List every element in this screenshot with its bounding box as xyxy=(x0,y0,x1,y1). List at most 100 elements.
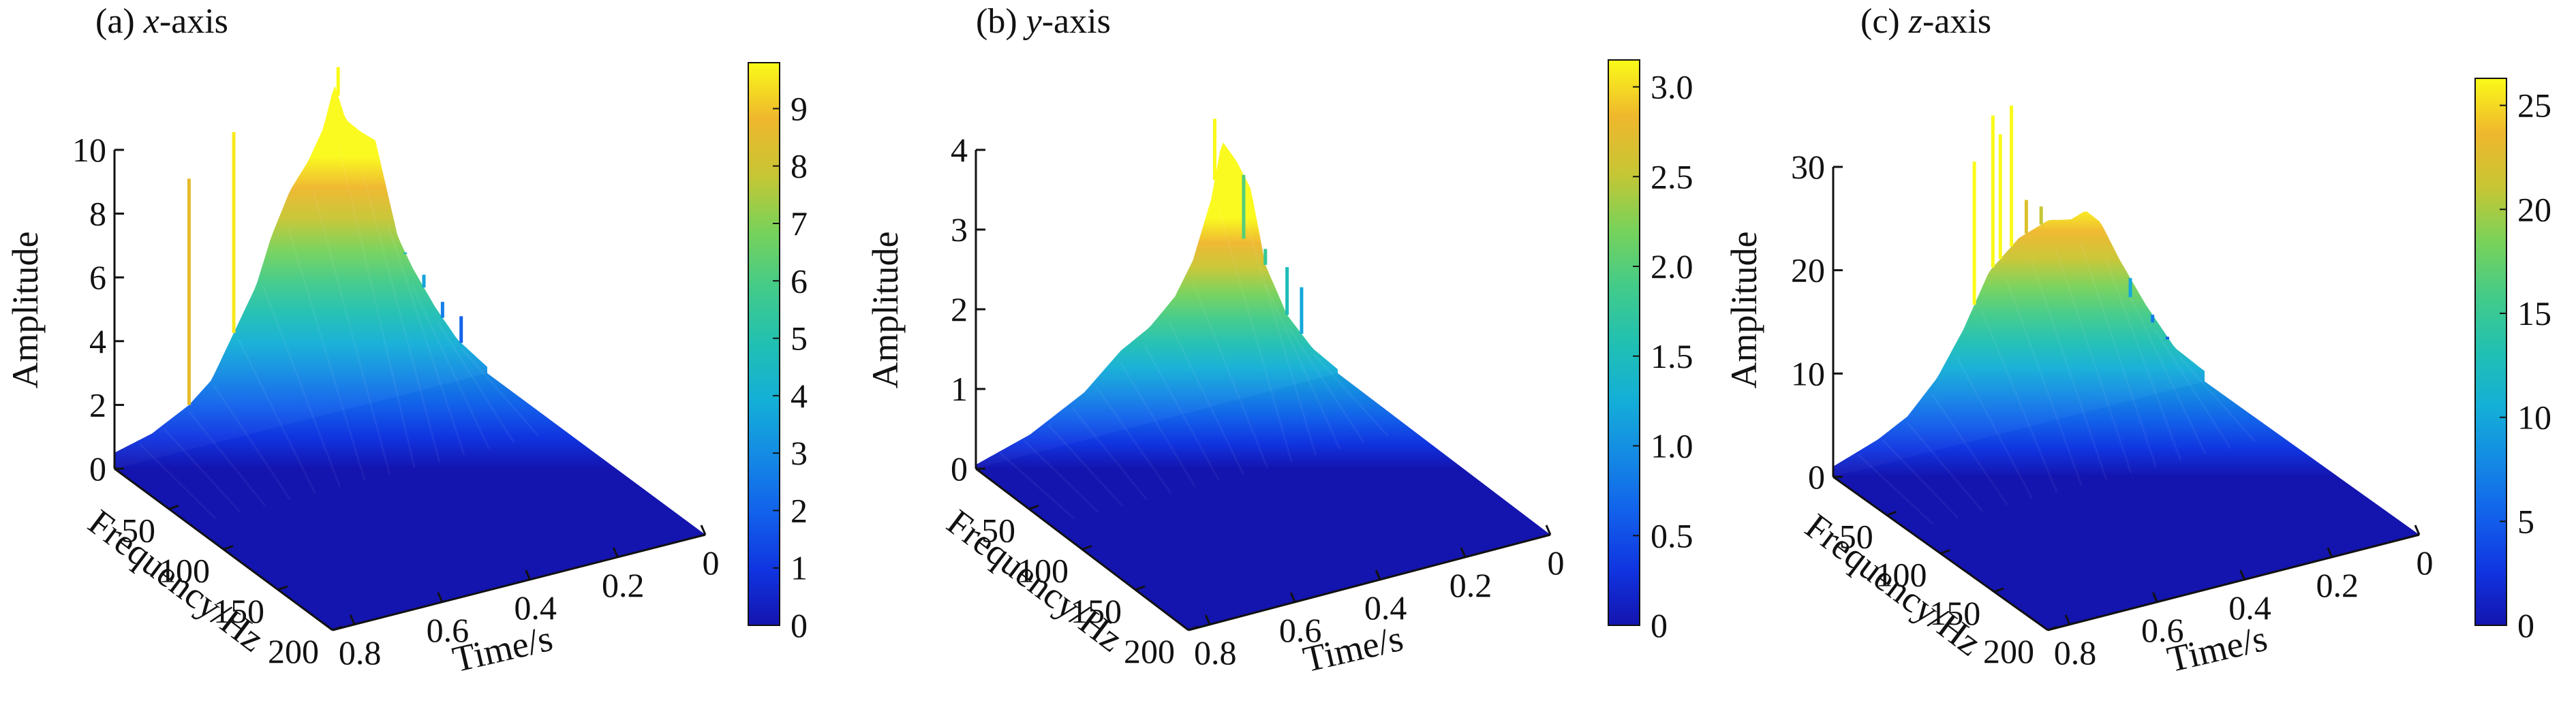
time-tick xyxy=(2151,592,2158,603)
time-tick xyxy=(1289,592,1296,603)
frequency-tick-label: 50 xyxy=(121,511,155,549)
frequency-tick xyxy=(1135,585,1146,591)
time-tick-label: 0.4 xyxy=(514,589,557,627)
time-tick xyxy=(1460,547,1467,558)
surface-body xyxy=(114,86,705,630)
frequency-tick xyxy=(1993,587,2004,593)
z-tick-label: 10 xyxy=(72,131,106,169)
time-tick xyxy=(2327,547,2333,558)
frequency-tick-label: 100 xyxy=(1876,556,1927,594)
panel-label: (a) xyxy=(95,2,144,41)
z-tick-label: 8 xyxy=(89,195,106,233)
colorbar-tick-label: 8 xyxy=(791,147,808,185)
z-tick-label: 4 xyxy=(951,131,968,169)
frequency-tick-label: 150 xyxy=(213,592,264,630)
time-tick xyxy=(1545,525,1552,535)
time-tick xyxy=(1375,569,1381,580)
surface-streak xyxy=(1931,394,2008,506)
panel-title: (b) y-axis xyxy=(976,1,1111,42)
panel-label: (b) xyxy=(976,2,1026,41)
z-tick-label: 0 xyxy=(1808,458,1825,496)
colorbar-tick-label: 0 xyxy=(791,606,808,644)
surface-streak xyxy=(2005,279,2083,486)
surface-streak xyxy=(1071,407,1148,501)
colorbar-tick-label: 5 xyxy=(2517,502,2534,540)
colorbar-tick-label: 6 xyxy=(791,262,808,300)
time-tick-label: 0.2 xyxy=(602,566,645,604)
surface-streak xyxy=(337,142,416,469)
surface-streak xyxy=(2030,259,2108,480)
colorbar xyxy=(1608,59,1640,626)
panel-axis-letter: x xyxy=(143,2,159,41)
frequency-tick-label: 100 xyxy=(1017,552,1069,590)
time-tick-label: 0.4 xyxy=(2228,589,2271,627)
surface-streak xyxy=(1857,453,1934,525)
colorbar-tick-label: 1.0 xyxy=(1651,427,1693,465)
panel-axis-suffix: -axis xyxy=(1922,2,1992,41)
surface-streak xyxy=(312,189,391,475)
surface-streak xyxy=(1980,310,2058,493)
surface-streak xyxy=(412,286,490,450)
frequency-tick-label: 200 xyxy=(1983,632,2034,670)
frequency-tick-label: 150 xyxy=(1071,592,1122,630)
frequency-tick xyxy=(1939,549,1951,554)
frequency-tick-label: 50 xyxy=(981,511,1015,549)
surface-streak xyxy=(1240,204,1317,456)
colorbar-tick-label: 25 xyxy=(2517,87,2551,125)
surface-streak xyxy=(2129,296,2207,455)
colorbar xyxy=(748,62,780,626)
time-tick-label: 0.8 xyxy=(1194,634,1237,672)
time-tick-label: 0.8 xyxy=(339,634,382,672)
surface-streak xyxy=(1167,320,1244,475)
frequency-tick xyxy=(1886,510,1897,516)
z-tick-label: 2 xyxy=(89,386,106,424)
time-tick-label: 0.2 xyxy=(2316,566,2359,604)
time-tick-label: 0 xyxy=(1548,544,1565,582)
time-tick-label: 0.2 xyxy=(1450,566,1492,604)
surface-streak xyxy=(2079,243,2158,467)
surface-streak xyxy=(1023,439,1100,514)
colorbar-tick-label: 20 xyxy=(2517,190,2551,228)
z-axis-label: Amplitude xyxy=(865,232,906,389)
panel-title: (c) z-axis xyxy=(1860,1,1991,42)
surface-streak xyxy=(461,348,540,437)
panel-title: (a) x-axis xyxy=(95,1,228,42)
time-tick xyxy=(437,592,444,603)
time-tick xyxy=(2414,525,2421,535)
frequency-tick-label: 150 xyxy=(1929,594,1980,632)
time-tick-label: 0 xyxy=(703,544,720,582)
frequency-tick-label: 50 xyxy=(1839,517,1873,555)
surface-streak xyxy=(1192,282,1269,469)
time-tick-label: 0 xyxy=(2417,544,2434,582)
colorbar xyxy=(2474,78,2507,626)
surface-streak xyxy=(2179,356,2256,443)
frequency-tick xyxy=(2047,625,2058,631)
time-axis-line xyxy=(332,533,706,631)
frequency-tick xyxy=(1028,504,1039,510)
time-tick xyxy=(525,569,531,580)
colorbar-tick-label: 2.5 xyxy=(1651,157,1693,196)
colorbar-tick-label: 3 xyxy=(791,434,808,472)
z-tick-label: 6 xyxy=(89,258,106,296)
colorbar-tick-label: 0 xyxy=(2517,606,2534,644)
surface-streak xyxy=(1264,283,1341,450)
surface-streak xyxy=(2104,257,2182,461)
surface-streak xyxy=(362,173,441,463)
surface-streak xyxy=(287,228,366,482)
panel-axis-suffix: -axis xyxy=(1041,2,1111,41)
z-tick-label: 30 xyxy=(1791,148,1825,186)
colorbar-tick-label: 9 xyxy=(791,89,808,127)
colorbar-tick-label: 15 xyxy=(2517,294,2551,332)
surface-streak xyxy=(163,428,242,514)
time-tick-label: 0.6 xyxy=(1279,611,1322,649)
surface-streak xyxy=(237,339,316,494)
panel-x-axis: (a) x-axis 0 2 4 6 8 10 Amplitude 50 100 150 200 Fr… xyxy=(0,0,859,703)
frequency-tick-label: 200 xyxy=(268,632,319,670)
panel-axis-letter: y xyxy=(1026,2,1042,41)
frequency-tick xyxy=(277,585,288,591)
surface-streak xyxy=(262,286,341,488)
surface-streak xyxy=(1906,422,1984,512)
time-tick-label: 0.6 xyxy=(427,611,470,649)
surface-streak xyxy=(1095,386,1172,495)
